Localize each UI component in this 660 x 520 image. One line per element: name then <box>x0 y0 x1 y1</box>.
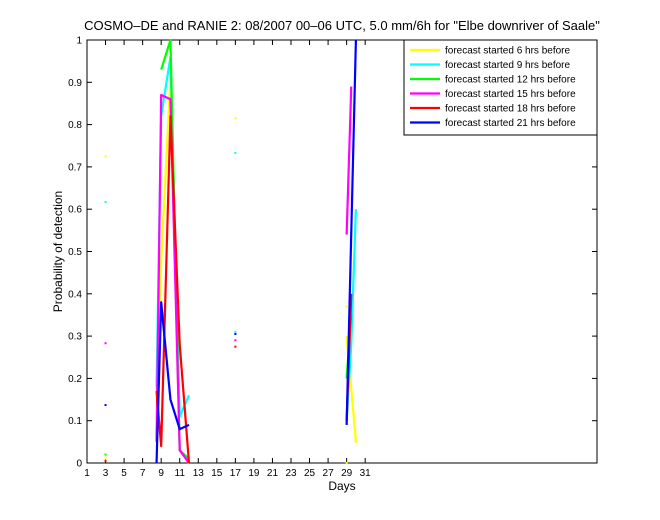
y-tick-label: 0.6 <box>68 205 82 216</box>
legend-entry: forecast started 9 hrs before <box>445 60 571 71</box>
series-line <box>345 39 358 425</box>
x-tick-label: 31 <box>360 468 372 479</box>
x-tick-label: 13 <box>193 468 205 479</box>
data-point <box>104 342 107 345</box>
x-tick-label: 9 <box>158 468 164 479</box>
x-tick-label: 5 <box>121 468 127 479</box>
data-point <box>234 151 237 154</box>
y-tick-label: 0.3 <box>68 332 82 343</box>
data-point <box>104 404 107 407</box>
data-point <box>234 332 237 335</box>
data-point <box>345 305 348 308</box>
x-tick-label: 15 <box>211 468 223 479</box>
legend-entry: forecast started 21 hrs before <box>445 118 576 129</box>
x-axis-label: Days <box>328 479 355 493</box>
y-axis-label: Probability of detection <box>51 191 65 312</box>
x-tick-label: 1 <box>84 468 90 479</box>
y-tick-label: 0.9 <box>68 78 82 89</box>
series-line <box>345 86 353 235</box>
y-tick-label: 0.7 <box>68 162 82 173</box>
series-line <box>155 301 190 464</box>
series-1 <box>104 76 358 464</box>
x-tick-label: 3 <box>103 468 109 479</box>
y-tick-label: 0 <box>76 459 82 470</box>
series-line <box>155 93 190 464</box>
y-tick-label: 0.5 <box>68 247 82 258</box>
data-point <box>104 453 107 456</box>
x-tick-label: 21 <box>267 468 279 479</box>
data-point <box>354 440 357 443</box>
chart-title: COSMO–DE and RANIE 2: 08/2007 00–06 UTC,… <box>84 18 600 33</box>
x-tick-label: 7 <box>140 468 146 479</box>
legend-entry: forecast started 6 hrs before <box>445 46 571 57</box>
series-line <box>155 115 191 464</box>
data-point <box>104 155 107 158</box>
x-tick-label: 17 <box>230 468 242 479</box>
x-tick-label: 23 <box>285 468 297 479</box>
axis-ticks: 1 3 5 7 9 11 13 15 17 19 21 23 25 27 29 3100.10.20.30.4… <box>68 36 597 479</box>
x-tick-label: 11 <box>175 468 186 479</box>
series-5 <box>104 115 353 464</box>
y-tick-label: 0.8 <box>68 120 82 131</box>
legend: forecast started 6 hrs before forecast st… <box>403 39 598 136</box>
legend-entry: forecast started 18 hrs before <box>445 104 576 115</box>
data-point <box>234 345 237 348</box>
data-point <box>234 117 237 120</box>
y-tick-label: 0.4 <box>68 289 82 300</box>
x-tick-label: 19 <box>248 468 260 479</box>
x-tick-label: 29 <box>341 468 353 479</box>
series-6 <box>104 39 358 464</box>
data-point <box>104 201 107 204</box>
x-tick-label: 25 <box>304 468 316 479</box>
data-point <box>104 459 107 462</box>
legend-box <box>403 39 598 136</box>
legend-entry: forecast started 15 hrs before <box>445 89 576 100</box>
y-tick-label: 0.2 <box>68 374 82 385</box>
data-point <box>345 462 348 464</box>
series-2 <box>104 55 358 421</box>
series-3 <box>104 38 353 460</box>
y-tick-label: 1 <box>76 36 82 47</box>
y-tick-label: 0.1 <box>68 416 82 427</box>
series-group <box>104 38 358 464</box>
x-tick-label: 27 <box>323 468 335 479</box>
data-point <box>104 457 107 460</box>
legend-entry: forecast started 12 hrs before <box>445 75 576 86</box>
data-point <box>234 339 237 342</box>
data-point <box>234 330 237 333</box>
series-4 <box>104 86 353 464</box>
